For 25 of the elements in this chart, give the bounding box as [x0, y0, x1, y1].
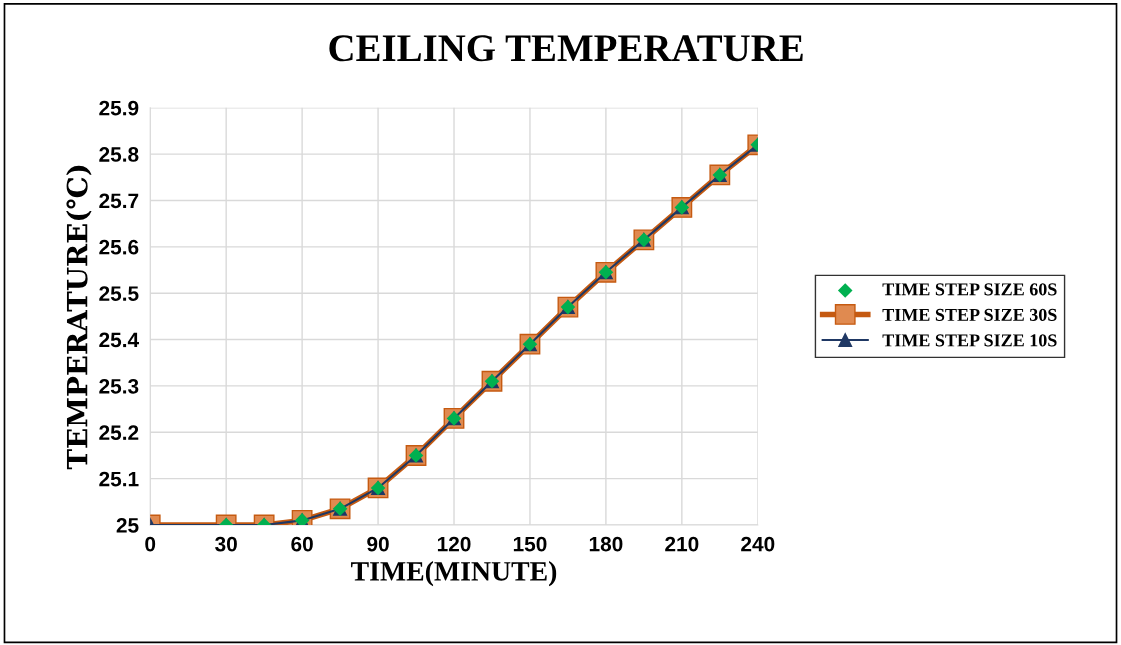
y-tick-label: 25.9: [99, 100, 139, 116]
x-tick-label: 90: [367, 536, 389, 552]
y-tick-label: 25.6: [99, 239, 139, 255]
legend-label: TIME STEP SIZE 10S: [882, 334, 1057, 347]
legend-label: TIME STEP SIZE 30S: [882, 308, 1057, 321]
y-tick-label: 25.2: [99, 425, 139, 441]
x-tick-label: 180: [589, 536, 623, 552]
x-tick-label: 30: [215, 536, 237, 552]
x-tick-label: 210: [665, 536, 699, 552]
x-tick-label: 240: [741, 536, 775, 552]
y-tick-label: 25.3: [99, 378, 139, 394]
x-tick-label: 0: [145, 536, 156, 552]
y-tick-label: 25: [116, 518, 139, 533]
y-axis-title: TEMPERATURE(℃): [66, 165, 92, 470]
x-tick-label: 120: [437, 536, 471, 552]
y-tick-label: 25.8: [99, 147, 139, 162]
x-tick-label: 60: [291, 536, 313, 552]
x-axis-title: TIME(MINUTE): [351, 561, 557, 587]
chart-title: CEILING TEMPERATURE: [329, 35, 803, 62]
y-tick-label: 25.4: [99, 332, 139, 348]
y-tick-label: 25.7: [99, 193, 139, 209]
y-tick-label: 25.1: [99, 471, 139, 487]
legend-label: TIME STEP SIZE 60S: [882, 283, 1057, 296]
x-tick-label: 150: [513, 536, 547, 552]
y-tick-label: 25.5: [99, 286, 139, 301]
